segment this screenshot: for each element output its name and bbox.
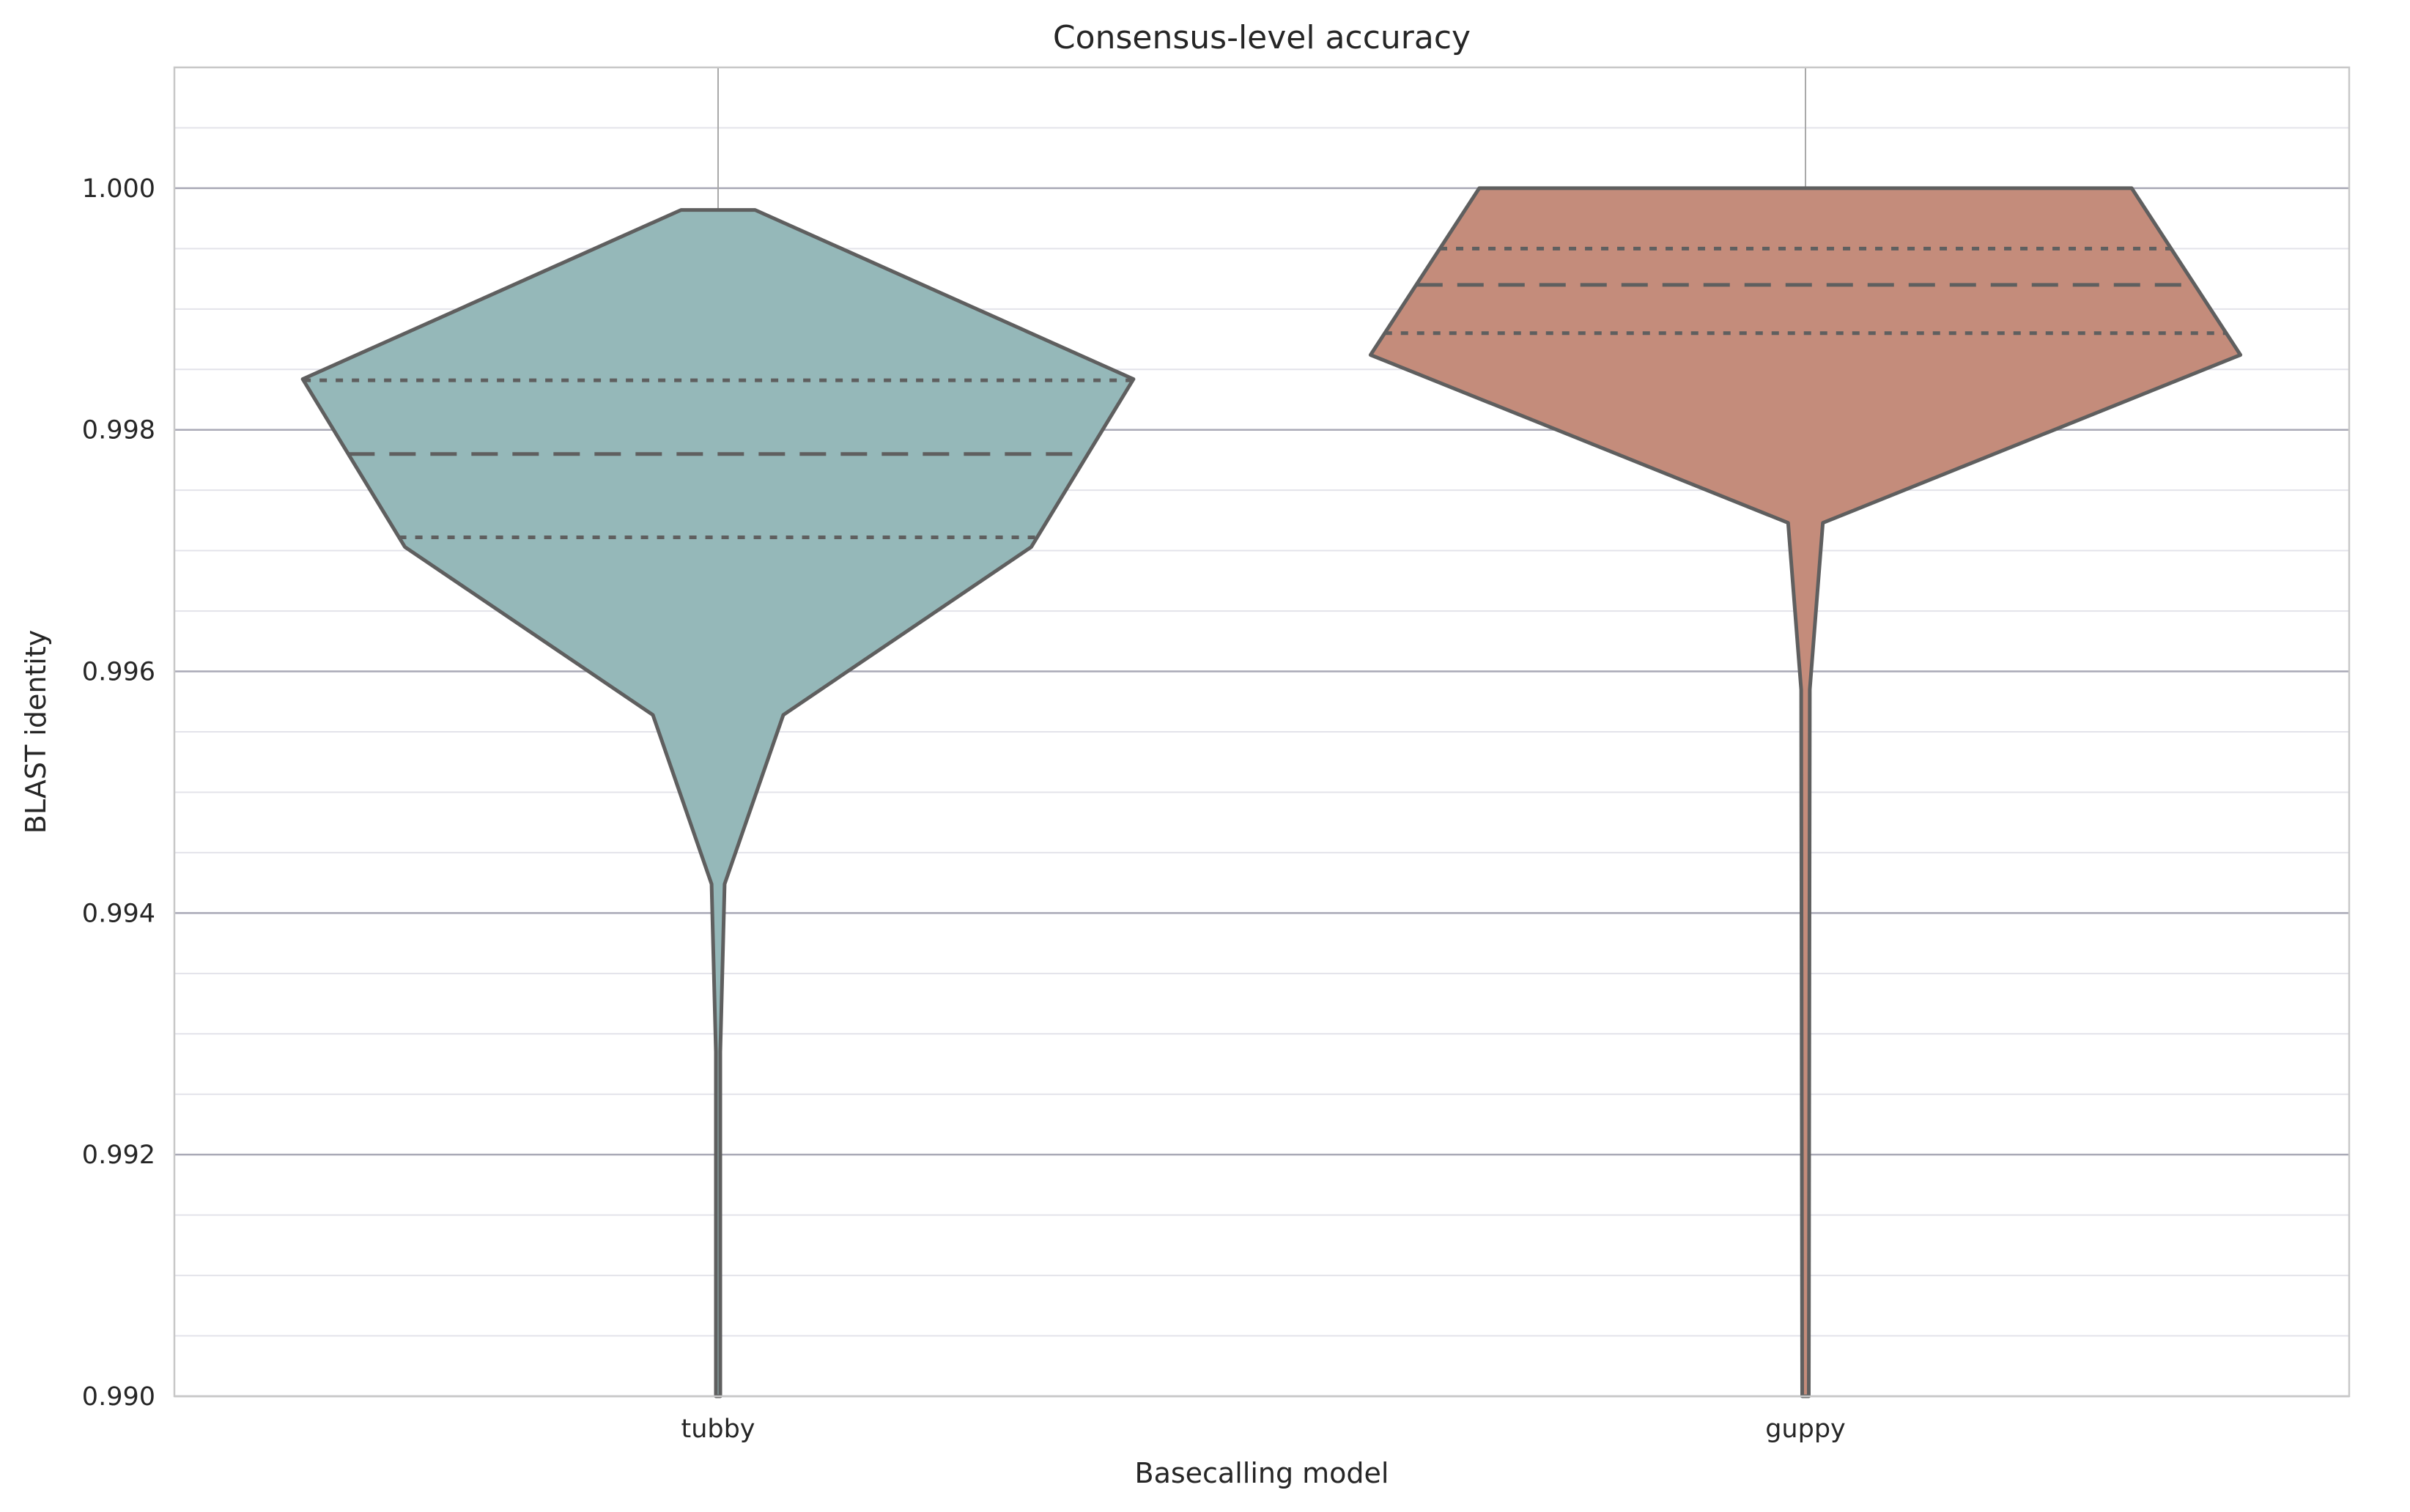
y-tick-label: 0.994 [82,899,155,928]
y-tick-label: 0.992 [82,1141,155,1170]
x-tick-label: guppy [1765,1415,1846,1444]
y-tick-label: 0.990 [82,1382,155,1412]
y-axis-label: BLAST identity [20,630,52,834]
y-tick-label: 0.998 [82,416,155,445]
plot-frame [173,66,2351,1398]
y-tick-label: 0.996 [82,658,155,687]
y-tick-labels: 0.990 0.992 0.994 0.996 0.998 1.000 [82,174,155,1412]
chart-title: Consensus-level accuracy [1053,19,1471,56]
x-tick-labels: tubby guppy [681,1415,1845,1444]
x-axis-label: Basecalling model [1135,1457,1389,1489]
y-tick-label: 1.000 [82,174,155,204]
x-tick-label: tubby [681,1415,755,1444]
